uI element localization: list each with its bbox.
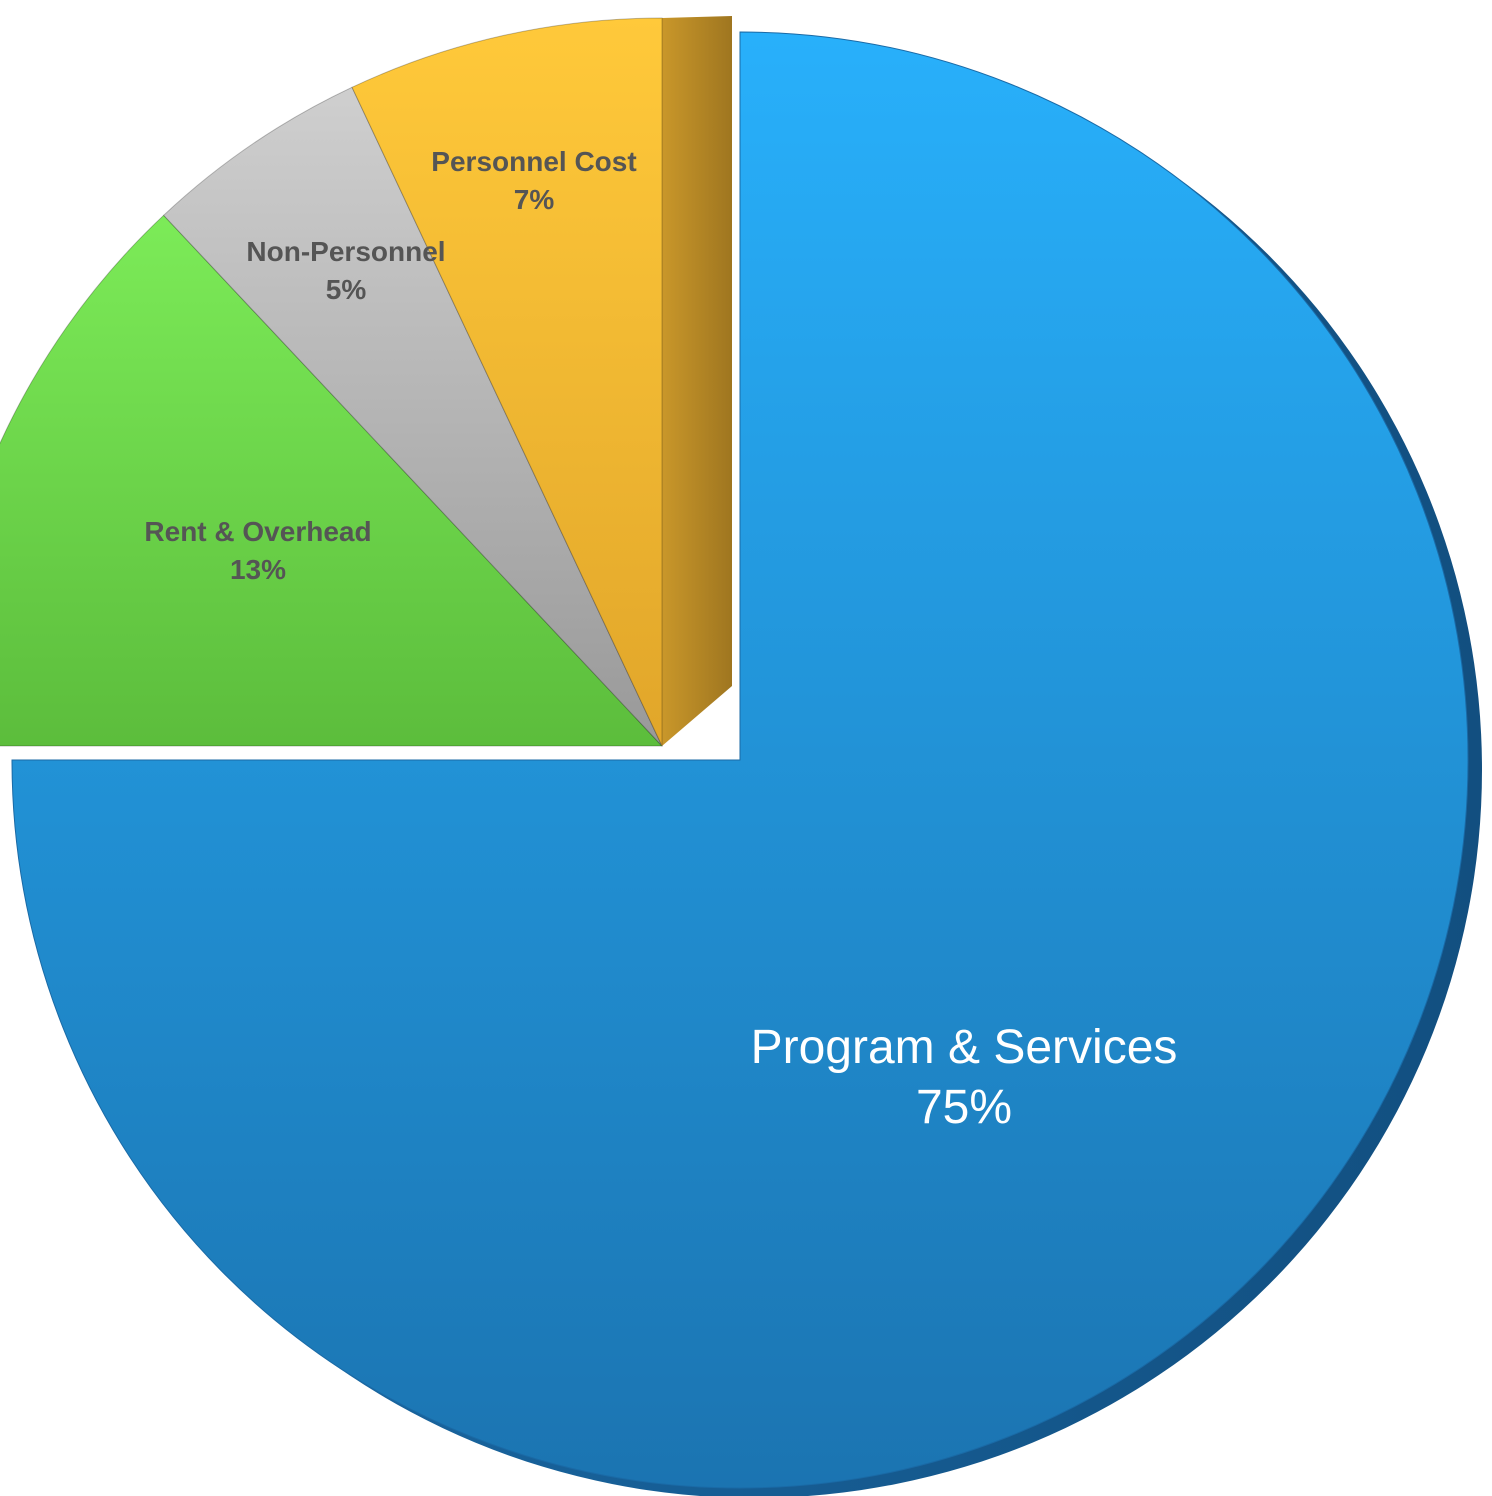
slice-label-rent-overhead: Rent & Overhead (144, 516, 371, 547)
slice-rent-overhead[interactable] (0, 214, 664, 747)
slice-side-personnel-cost (662, 16, 732, 746)
slice-value-program-services: 75% (916, 1081, 1012, 1134)
slice-value-rent-overhead: 13% (230, 554, 286, 585)
slice-label-personnel-cost: Personnel Cost (431, 146, 636, 177)
slice-non-personnel[interactable] (162, 86, 663, 747)
slice-program-services[interactable] (11, 31, 1469, 1489)
slice-value-non-personnel: 5% (326, 274, 367, 305)
slice-personnel-cost[interactable] (351, 17, 663, 747)
slice-value-personnel-cost: 7% (514, 184, 555, 215)
slice-label-non-personnel: Non-Personnel (246, 236, 445, 267)
slice-label-program-services: Program & Services (751, 1021, 1178, 1074)
